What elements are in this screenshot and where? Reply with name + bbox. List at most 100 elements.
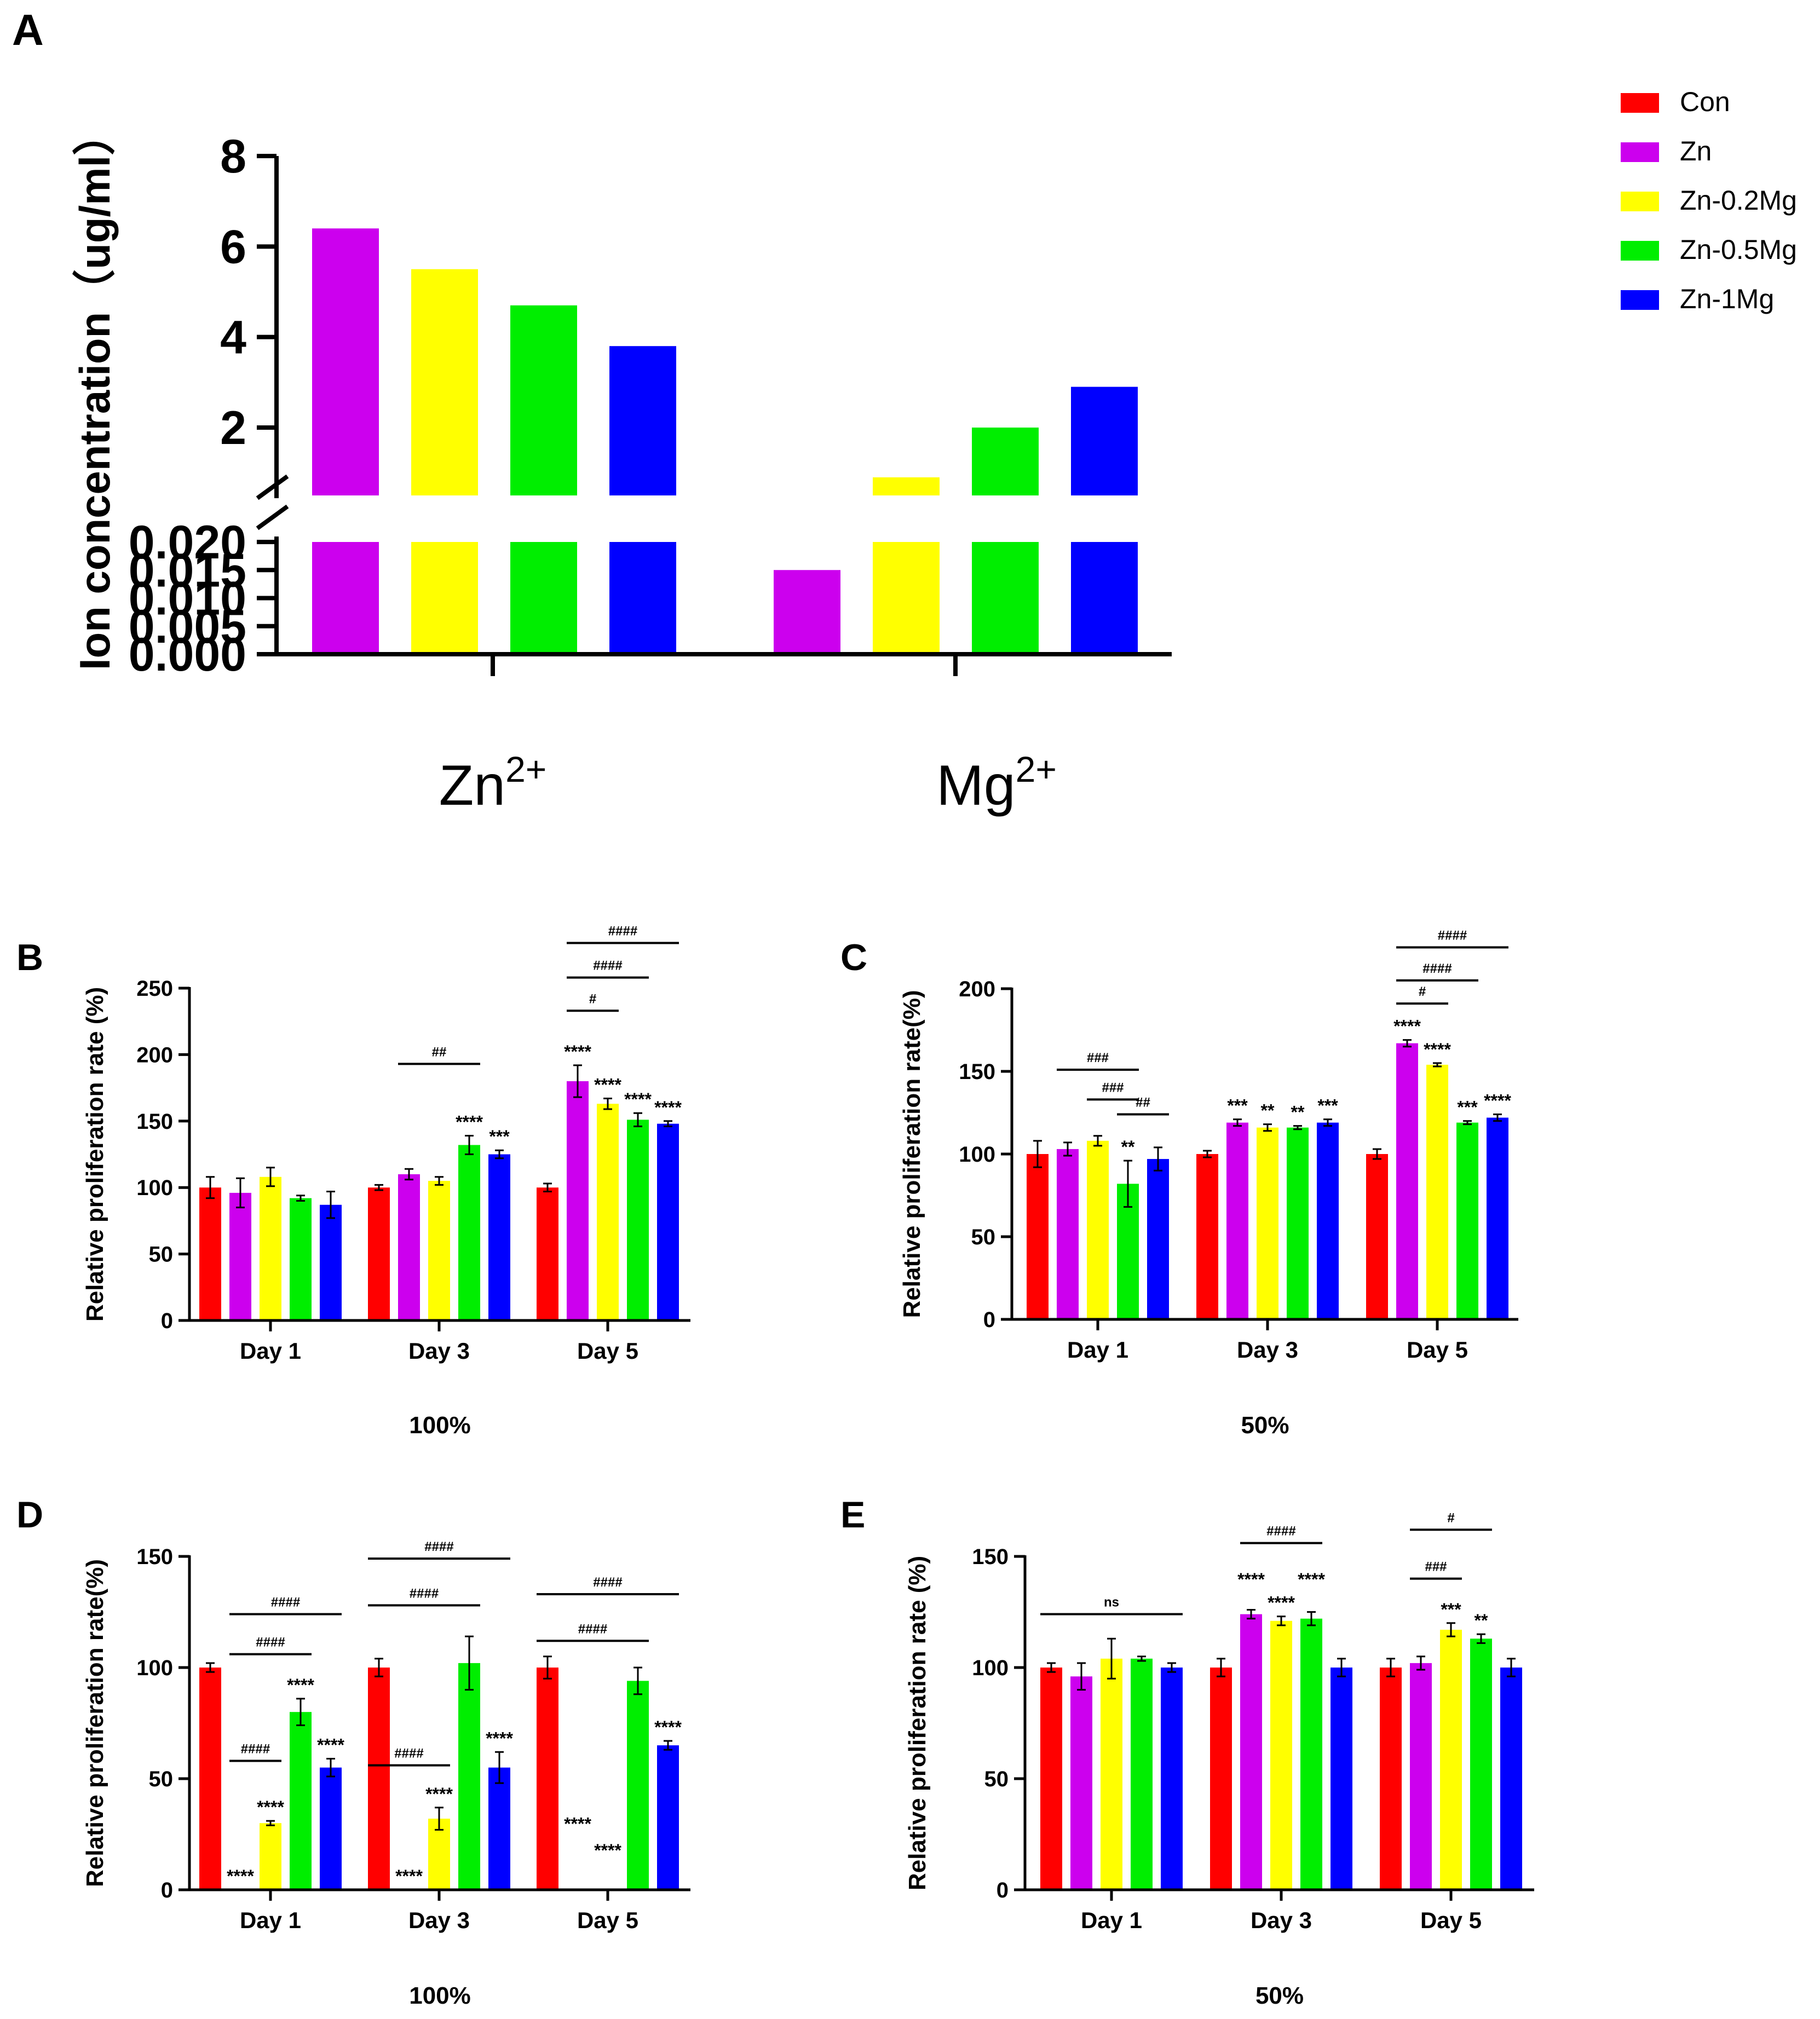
significance-stars: **** <box>564 1042 591 1062</box>
panel-d-proliferation-chart: D 0 50 100 150 Day 1 Day 3 Day 5 Relative proli… <box>16 1494 690 2009</box>
y-tick-label-lower: 0.015 <box>129 544 246 597</box>
y-axis-label: Relative proliferation rate (%) <box>82 987 108 1322</box>
x-tick-label-day-3: Day 3 <box>408 1907 470 1933</box>
y-tick-label: 200 <box>136 1043 173 1067</box>
error-bar <box>495 1751 504 1784</box>
x-tick-label-day-1: Day 1 <box>240 1338 301 1364</box>
x-tick-label-day-5: Day 5 <box>1407 1337 1468 1363</box>
panel-label-d: D <box>16 1494 43 1536</box>
significance-stars: **** <box>1484 1091 1511 1111</box>
y-tick-label: 0 <box>983 1308 995 1332</box>
bar-zn-1mg-day-1 <box>1147 1159 1169 1319</box>
significance-stars: **** <box>1424 1040 1451 1059</box>
error-bar <box>465 1635 474 1691</box>
bar-zn2-zn-0-5mg-upper <box>510 305 577 495</box>
error-bar <box>495 1149 504 1160</box>
bar-con-day-5 <box>537 1187 558 1320</box>
bar-zn-day-5 <box>567 1081 589 1320</box>
panel-label-a: A <box>12 5 44 54</box>
error-bar <box>1077 1662 1086 1691</box>
error-bar <box>1033 1140 1042 1168</box>
legend-label-zn: Zn <box>1680 136 1712 166</box>
panel-e-proliferation-chart: E 0 50 100 150 Day 1 Day 3 Day 5 Relative proli… <box>840 1494 1534 2009</box>
error-bar <box>1416 1655 1425 1671</box>
bar-zn-0-5mg-day-3 <box>458 1663 480 1890</box>
error-bar <box>1124 1160 1132 1208</box>
y-tick-label: 200 <box>959 977 995 1001</box>
error-bar <box>1386 1658 1395 1677</box>
y-tick-label: 0 <box>161 1878 173 1902</box>
significance-stars: **** <box>594 1841 621 1860</box>
y-tick-label: 50 <box>149 1767 174 1791</box>
panel-caption: 100% <box>409 1982 471 2009</box>
bar-zn-0-2mg-day-3 <box>1257 1127 1278 1319</box>
error-bar <box>1263 1123 1272 1132</box>
comparison-label: #### <box>271 1595 300 1610</box>
error-bar <box>326 1757 335 1778</box>
error-bar <box>1247 1608 1255 1620</box>
error-bar <box>1337 1658 1346 1677</box>
significance-stars: *** <box>489 1127 510 1146</box>
significance-stars: **** <box>395 1866 423 1886</box>
y-tick-label: 150 <box>972 1545 1009 1569</box>
error-bar <box>664 1740 672 1751</box>
comparison-label: # <box>1419 984 1426 999</box>
comparison-label: ns <box>1104 1595 1119 1610</box>
error-bar <box>1217 1658 1225 1677</box>
bar-zn-0-5mg-day-5 <box>627 1120 649 1320</box>
bar-zn-0-2mg-day-1 <box>1087 1140 1109 1319</box>
bar-zn2-zn-0-2mg-lower <box>411 542 478 654</box>
bar-mg2-zn-1mg-lower <box>1071 542 1138 654</box>
comparison-label: ## <box>432 1045 447 1059</box>
panel-label-c: C <box>840 937 867 978</box>
y-tick-label: 100 <box>136 1176 173 1200</box>
bar-zn2-zn-0-2mg-upper <box>411 269 478 495</box>
bar-zn-day-3 <box>1226 1122 1248 1319</box>
bar-con-day-5 <box>1366 1154 1388 1319</box>
error-bar <box>206 1662 215 1673</box>
significance-stars: **** <box>317 1735 344 1755</box>
bar-zn-day-1 <box>1057 1149 1079 1319</box>
legend-swatch-con <box>1621 93 1659 113</box>
bar-zn-1mg-day-3 <box>1331 1668 1352 1890</box>
error-bar <box>375 1184 383 1191</box>
bar-con-day-1 <box>1040 1668 1062 1890</box>
error-bar <box>1047 1662 1056 1673</box>
panel-caption: 50% <box>1241 1412 1289 1439</box>
error-bar <box>1293 1125 1302 1130</box>
error-bar <box>1477 1633 1485 1644</box>
bar-zn-1mg-day-5 <box>657 1123 679 1320</box>
bar-zn-1mg-day-3 <box>1317 1122 1339 1319</box>
x-tick-label-day-3: Day 3 <box>1237 1337 1298 1363</box>
bar-zn-0-5mg-day-5 <box>1470 1639 1492 1890</box>
y-axis-label: Relative proliferation rate (%) <box>904 1556 931 1890</box>
significance-stars: *** <box>1317 1096 1338 1116</box>
error-bar <box>435 1176 444 1186</box>
significance-stars: **** <box>287 1675 314 1695</box>
panel-b-proliferation-chart: B 0 50 100 150 200 250 Day 1 Day 3 Day 5 Relative… <box>16 924 690 1439</box>
bar-con-day-3 <box>368 1668 390 1890</box>
error-bar <box>1277 1616 1286 1626</box>
x-tick-label-day-5: Day 5 <box>1420 1907 1482 1933</box>
y-tick-label: 0 <box>997 1878 1009 1902</box>
y-tick-label: 50 <box>971 1225 996 1249</box>
comparison-label: #### <box>394 1746 423 1761</box>
bar-zn2-zn-1mg-lower <box>609 542 676 654</box>
y-tick-label: 250 <box>136 977 173 1001</box>
bar-zn-1mg-day-1 <box>1161 1668 1183 1890</box>
x-tick-label-day-3: Day 3 <box>1251 1907 1312 1933</box>
x-tick-label-day-5: Day 5 <box>577 1907 638 1933</box>
bar-zn-0-5mg-day-5 <box>627 1681 649 1890</box>
error-bar <box>236 1177 245 1209</box>
bar-zn-1mg-day-5 <box>1500 1668 1522 1890</box>
y-axis-label: Ion concentration（ug/ml） <box>71 113 119 670</box>
error-bar <box>326 1190 335 1219</box>
bar-zn-1mg-day-3 <box>488 1767 510 1890</box>
significance-stars: **** <box>1298 1570 1325 1589</box>
error-bar <box>1203 1150 1212 1158</box>
x-tick-label-day-1: Day 1 <box>1081 1907 1142 1933</box>
comparison-label: #### <box>1266 1524 1295 1539</box>
significance-stars: **** <box>624 1089 652 1109</box>
error-bar <box>266 1167 275 1187</box>
